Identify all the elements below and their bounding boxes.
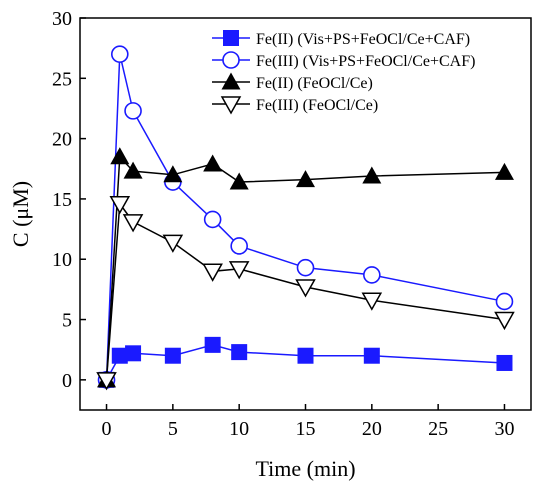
data-point	[495, 292, 514, 311]
data-point	[110, 45, 129, 63]
y-tick-label: 10	[52, 249, 72, 271]
data-point	[231, 344, 248, 361]
x-tick-label: 5	[168, 418, 178, 440]
legend-marker	[222, 51, 240, 69]
x-tick-label: 30	[494, 418, 514, 440]
y-tick-label: 15	[52, 189, 72, 211]
legend-label: Fe(III) (Vis+PS+FeOCl/Ce+CAF)	[256, 53, 475, 70]
y-tick-label: 25	[52, 68, 72, 90]
x-tick-label: 0	[102, 418, 112, 440]
axes-layer: 0 5 10 15 20 25 30 0 5 10 15 20 25 30	[52, 8, 514, 440]
series-1	[98, 336, 513, 388]
data-point	[111, 347, 128, 364]
data-point	[109, 195, 131, 215]
data-point	[230, 237, 248, 255]
data-point	[96, 372, 117, 391]
data-point	[164, 347, 181, 364]
x-tick-label: 10	[229, 418, 249, 440]
data-point	[228, 261, 250, 280]
data-point	[123, 161, 143, 179]
x-tick-label: 20	[362, 418, 382, 440]
data-point	[297, 347, 314, 364]
legend-marker	[221, 72, 241, 90]
legend-entry: Fe(II) (Vis+PS+FeOCl/Ce+CAF)	[212, 30, 470, 48]
legend-entry: Fe(III) (Vis+PS+FeOCl/Ce+CAF)	[212, 51, 475, 70]
data-point	[202, 263, 223, 282]
data-point	[162, 234, 184, 253]
legend: Fe(II) (Vis+PS+FeOCl/Ce+CAF) Fe(III) (Vis…	[212, 30, 475, 115]
data-point	[296, 170, 315, 188]
data-point	[204, 336, 221, 353]
y-tick-label: 5	[62, 310, 72, 332]
data-point	[229, 172, 249, 190]
data-point	[363, 347, 380, 364]
data-point	[296, 258, 315, 277]
data-point	[494, 162, 514, 180]
data-point	[124, 102, 142, 120]
legend-label: Fe(II) (Vis+PS+FeOCl/Ce+CAF)	[256, 31, 470, 48]
y-tick-label: 30	[52, 8, 72, 30]
x-tick-label: 25	[428, 418, 448, 440]
legend-entry: Fe(III) (FeOCl/Ce)	[212, 96, 378, 115]
data-point	[295, 279, 316, 298]
data-point	[494, 311, 515, 331]
x-axis-title: Time (min)	[255, 456, 355, 481]
y-tick-label: 0	[62, 370, 72, 392]
data-point	[110, 147, 130, 165]
data-point	[203, 210, 222, 229]
y-axis-title: C (μM)	[8, 181, 33, 247]
data-point	[125, 345, 142, 362]
data-point	[362, 166, 382, 184]
legend-marker	[223, 30, 239, 46]
data-point	[496, 354, 513, 371]
series-4	[96, 195, 515, 391]
data-point	[361, 292, 383, 311]
data-point	[363, 266, 381, 284]
series-layer	[96, 45, 515, 391]
legend-marker	[220, 96, 242, 115]
data-point	[122, 214, 144, 233]
legend-label: Fe(II) (FeOCl/Ce)	[256, 75, 373, 92]
legend-entry: Fe(II) (FeOCl/Ce)	[212, 72, 373, 92]
x-tick-label: 15	[296, 418, 316, 440]
data-point	[163, 165, 183, 183]
data-point	[203, 154, 223, 172]
y-tick-label: 20	[52, 129, 72, 151]
legend-label: Fe(III) (FeOCl/Ce)	[256, 97, 378, 114]
